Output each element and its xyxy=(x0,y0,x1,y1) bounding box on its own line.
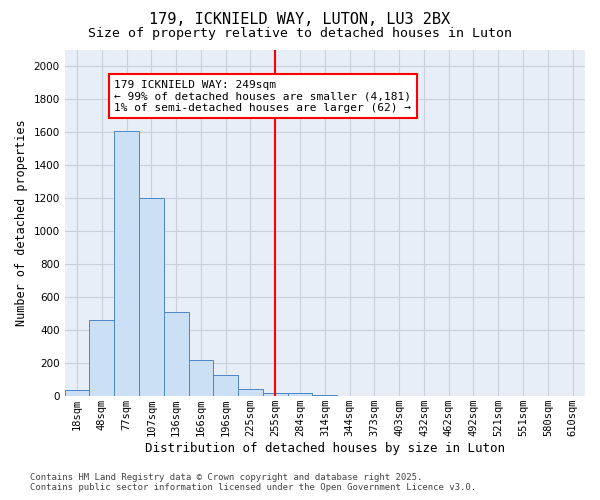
Bar xyxy=(313,394,337,396)
Bar xyxy=(263,393,287,396)
Y-axis label: Number of detached properties: Number of detached properties xyxy=(15,120,28,326)
Bar xyxy=(214,374,238,396)
Text: Contains HM Land Registry data © Crown copyright and database right 2025.
Contai: Contains HM Land Registry data © Crown c… xyxy=(30,473,476,492)
Bar xyxy=(139,198,164,396)
Text: 179 ICKNIELD WAY: 249sqm
← 99% of detached houses are smaller (4,181)
1% of semi: 179 ICKNIELD WAY: 249sqm ← 99% of detach… xyxy=(114,80,411,113)
Bar xyxy=(238,388,263,396)
X-axis label: Distribution of detached houses by size in Luton: Distribution of detached houses by size … xyxy=(145,442,505,455)
Bar xyxy=(188,360,214,396)
Text: 179, ICKNIELD WAY, LUTON, LU3 2BX: 179, ICKNIELD WAY, LUTON, LU3 2BX xyxy=(149,12,451,28)
Bar xyxy=(89,320,114,396)
Bar xyxy=(65,390,89,396)
Bar xyxy=(114,131,139,396)
Bar xyxy=(287,393,313,396)
Text: Size of property relative to detached houses in Luton: Size of property relative to detached ho… xyxy=(88,28,512,40)
Bar xyxy=(164,312,188,396)
